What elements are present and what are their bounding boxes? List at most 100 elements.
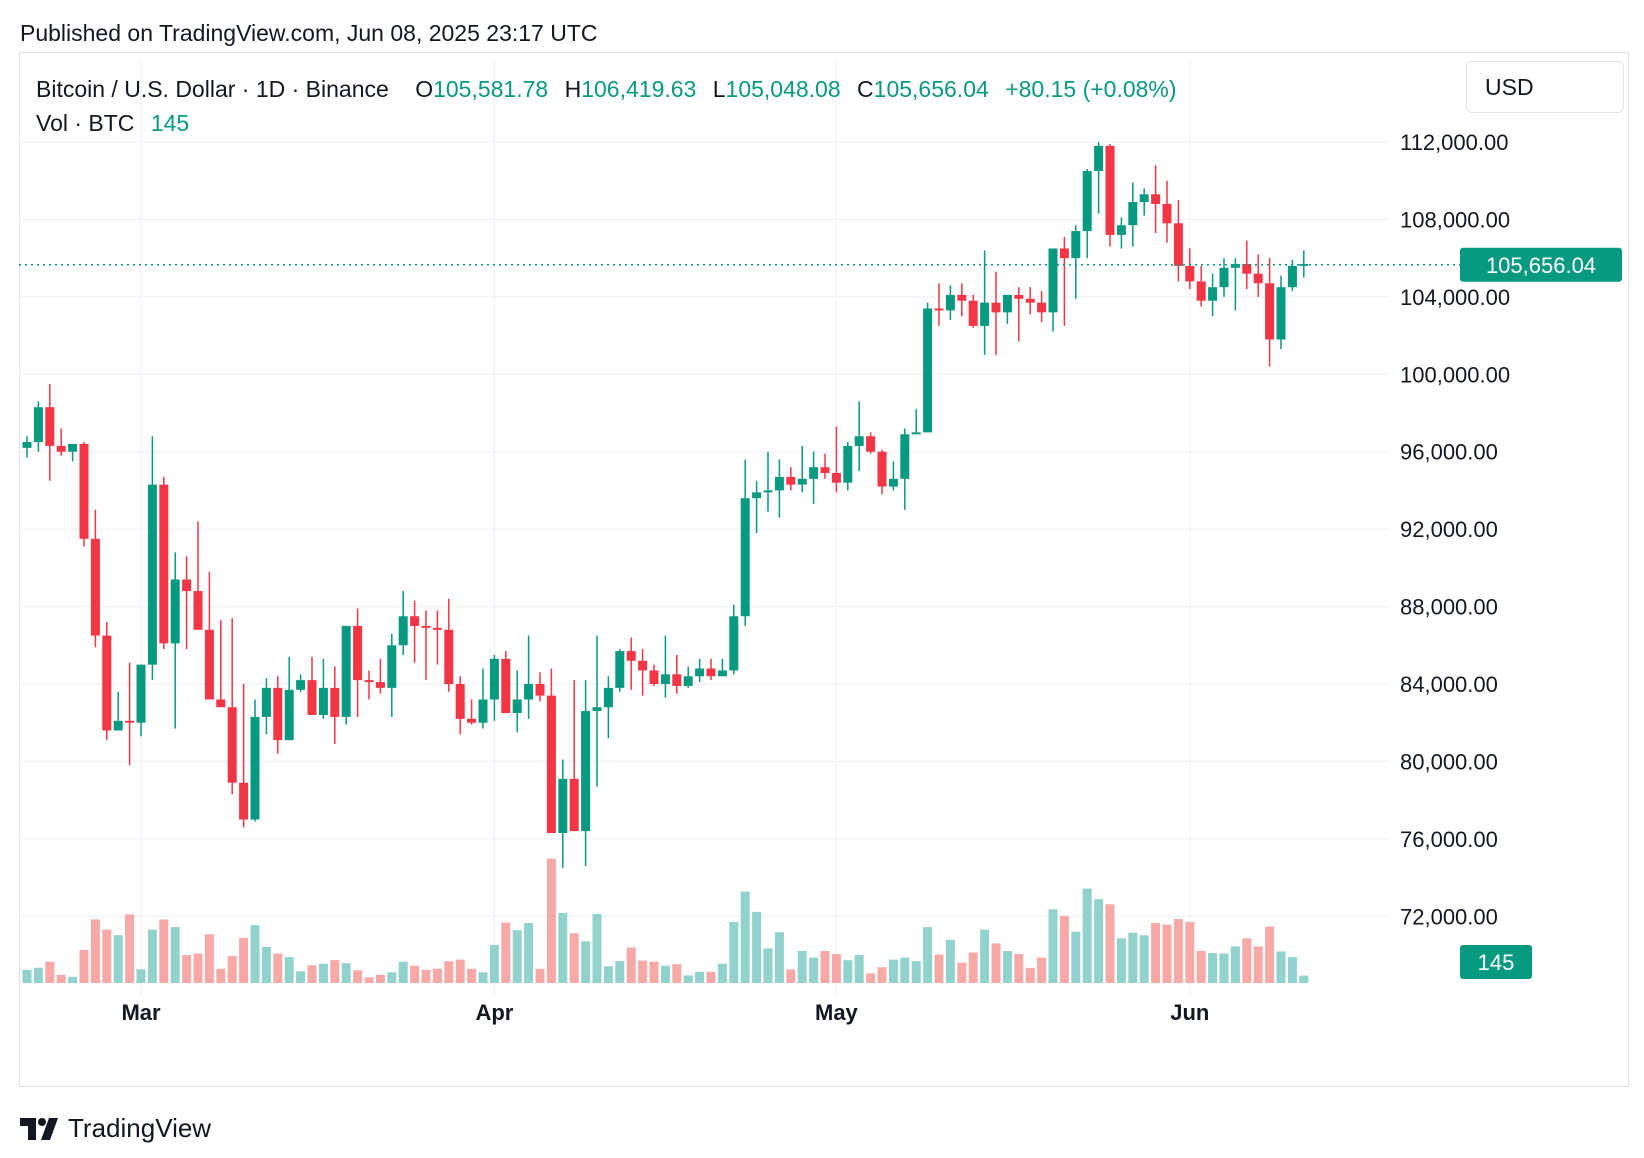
volume-bar bbox=[1049, 909, 1058, 983]
candle-body bbox=[821, 467, 830, 473]
volume-bar bbox=[935, 955, 944, 983]
candle-body bbox=[422, 626, 431, 628]
volume-label[interactable]: Vol · BTC bbox=[36, 110, 134, 136]
price-chart[interactable]: 112,000.00108,000.00104,000.00100,000.00… bbox=[0, 0, 1644, 1158]
candle-body bbox=[1151, 194, 1160, 204]
close-value: 105,656.04 bbox=[874, 76, 989, 102]
volume-bar bbox=[570, 933, 579, 983]
candle-body bbox=[1163, 204, 1172, 223]
volume-bar bbox=[1014, 954, 1023, 983]
candle-body bbox=[1071, 231, 1080, 258]
symbol-description[interactable]: Bitcoin / U.S. Dollar · 1D · Binance bbox=[36, 76, 389, 102]
volume-bar bbox=[23, 970, 32, 983]
candle-body bbox=[798, 479, 807, 485]
volume-bar bbox=[957, 963, 966, 983]
candle-body bbox=[524, 684, 533, 699]
candle-body bbox=[764, 490, 773, 492]
volume-bar bbox=[627, 947, 636, 983]
price-tick-label: 76,000.00 bbox=[1400, 827, 1498, 852]
candle-body bbox=[216, 699, 225, 707]
change-value: +80.15 (+0.08%) bbox=[1005, 76, 1176, 102]
price-tick-label: 108,000.00 bbox=[1400, 207, 1510, 232]
volume-bar bbox=[764, 948, 773, 983]
volume-bar bbox=[216, 969, 225, 983]
candle-body bbox=[935, 308, 944, 310]
volume-bar bbox=[330, 960, 339, 983]
candle-body bbox=[1049, 248, 1058, 312]
candle-body bbox=[410, 616, 419, 626]
candle-body bbox=[809, 467, 818, 479]
volume-bar bbox=[798, 951, 807, 983]
volume-bar bbox=[91, 920, 100, 984]
volume-bar bbox=[114, 935, 123, 983]
volume-bar bbox=[843, 960, 852, 983]
candle-body bbox=[285, 690, 294, 740]
candle-body bbox=[137, 665, 146, 723]
volume-bar bbox=[501, 923, 510, 983]
volume-bar bbox=[718, 964, 727, 983]
candle-body bbox=[900, 434, 909, 479]
last-volume-label: 145 bbox=[1478, 950, 1515, 975]
candle-body bbox=[399, 616, 408, 645]
candle-body bbox=[45, 407, 54, 446]
time-axis[interactable]: Mar Apr May Jun bbox=[121, 1000, 1209, 1025]
candle-body bbox=[262, 688, 271, 717]
candle-body bbox=[638, 661, 647, 671]
month-tick-label: Jun bbox=[1170, 1000, 1209, 1025]
candle-body bbox=[34, 407, 43, 442]
volume-value: 145 bbox=[151, 110, 189, 136]
high-label: H bbox=[565, 76, 582, 102]
volume-bar bbox=[194, 954, 203, 983]
volume-bar bbox=[1231, 946, 1240, 983]
currency-selector[interactable]: USD bbox=[1466, 61, 1624, 113]
volume-bar bbox=[353, 970, 362, 983]
volume-bar bbox=[1288, 957, 1297, 983]
month-tick-label: Mar bbox=[121, 1000, 161, 1025]
volume-bar bbox=[707, 972, 716, 983]
candle-body bbox=[308, 680, 317, 715]
volume-bar bbox=[855, 955, 864, 983]
volume-bar bbox=[34, 968, 43, 983]
volume-bar bbox=[159, 920, 168, 984]
volume-bar bbox=[1117, 938, 1126, 983]
volume-bar bbox=[467, 969, 476, 983]
candle-body bbox=[1277, 287, 1286, 339]
candle-body bbox=[273, 688, 282, 740]
volume-bar bbox=[171, 927, 180, 983]
candle-body bbox=[1197, 281, 1206, 300]
volume-bar bbox=[1163, 925, 1172, 983]
candle-body bbox=[182, 579, 191, 591]
candle-body bbox=[1014, 295, 1023, 299]
volume-bar bbox=[1094, 899, 1103, 983]
candle-body bbox=[102, 636, 111, 731]
candle-body bbox=[1037, 303, 1046, 313]
tradingview-logo[interactable]: TradingView bbox=[20, 1113, 211, 1144]
volume-bar bbox=[536, 969, 545, 983]
volume-bar bbox=[604, 966, 613, 983]
candle-body bbox=[684, 676, 693, 686]
volume-bar bbox=[672, 964, 681, 983]
volume-bar bbox=[946, 940, 955, 983]
volume-bars bbox=[23, 859, 1309, 983]
volume-bar bbox=[273, 954, 282, 983]
candle-body bbox=[718, 670, 727, 676]
volume-bar bbox=[866, 973, 875, 983]
candle-body bbox=[228, 707, 237, 782]
volume-bar bbox=[365, 977, 374, 983]
candle-body bbox=[581, 711, 590, 831]
candle-body bbox=[171, 579, 180, 643]
volume-bar bbox=[387, 972, 396, 983]
tradingview-logo-icon bbox=[20, 1118, 60, 1140]
price-tick-label: 96,000.00 bbox=[1400, 440, 1498, 465]
candle-body bbox=[729, 616, 738, 670]
candle-body bbox=[741, 498, 750, 616]
volume-bar bbox=[1026, 968, 1035, 983]
volume-bar bbox=[137, 969, 146, 983]
volume-bar bbox=[741, 892, 750, 983]
candle-body bbox=[695, 669, 704, 677]
candle-body bbox=[570, 779, 579, 831]
volume-bar bbox=[57, 975, 66, 983]
candle-body bbox=[501, 659, 510, 713]
candle-body bbox=[832, 473, 841, 483]
candle-body bbox=[878, 452, 887, 487]
